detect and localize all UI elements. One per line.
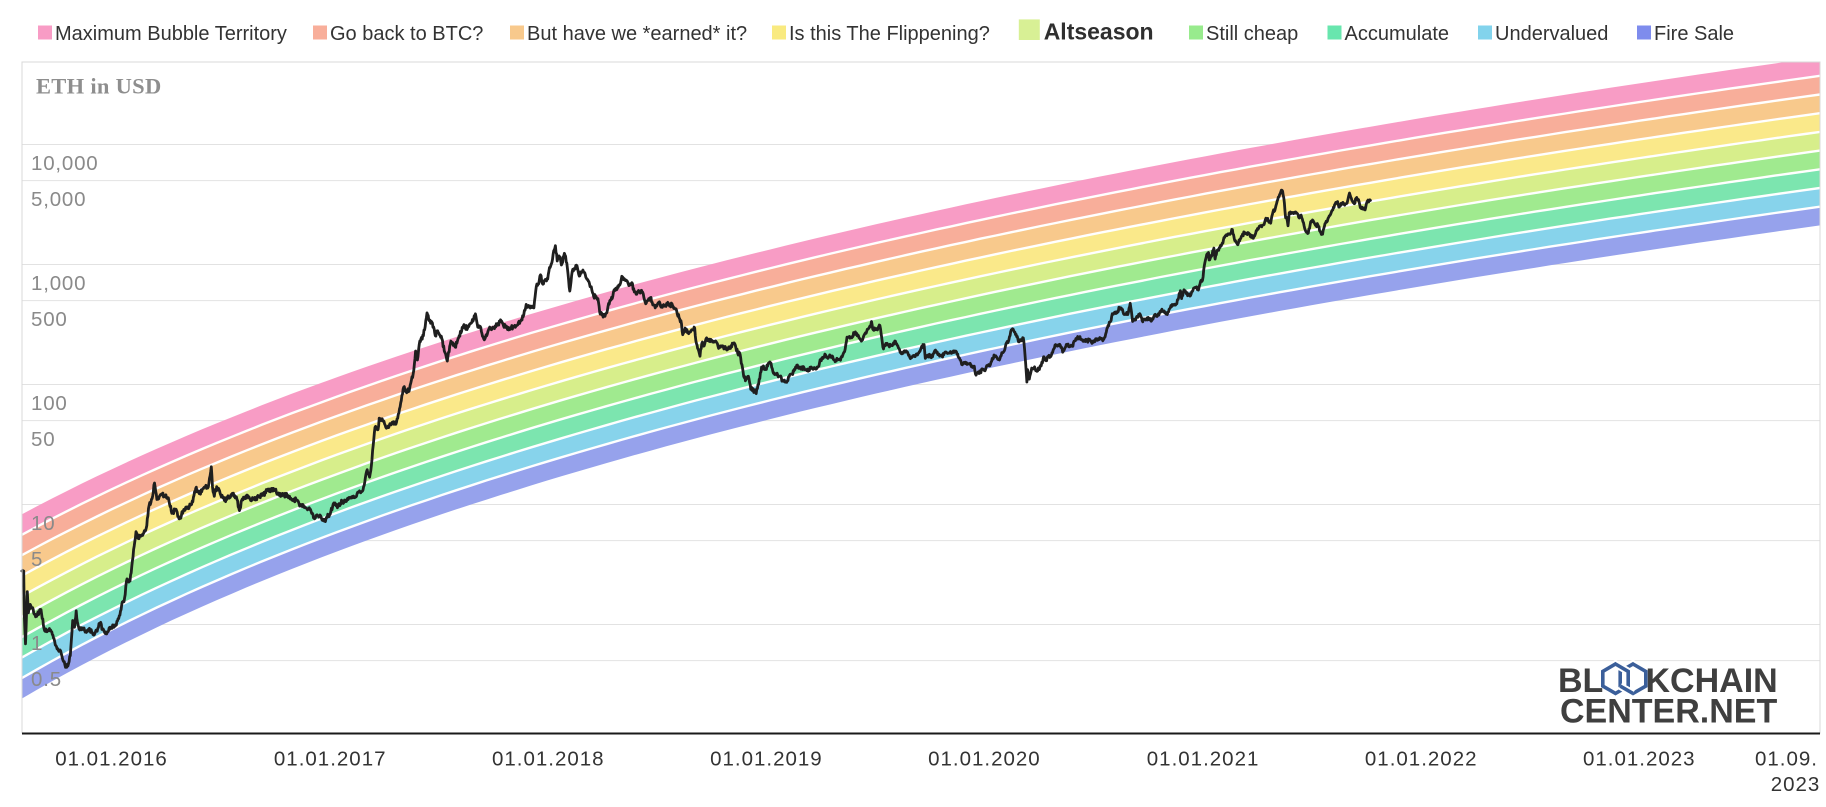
svg-text:10,000: 10,000 xyxy=(31,152,99,175)
svg-text:1: 1 xyxy=(31,632,43,655)
svg-text:01.01.2019: 01.01.2019 xyxy=(710,748,823,771)
svg-text:50: 50 xyxy=(31,428,55,451)
svg-text:But have we *earned* it?: But have we *earned* it? xyxy=(527,23,747,45)
svg-text:Altseason: Altseason xyxy=(1044,19,1154,45)
svg-text:ETH in USD: ETH in USD xyxy=(36,74,162,99)
svg-text:Maximum Bubble Territory: Maximum Bubble Territory xyxy=(55,23,287,45)
svg-text:BL: BL xyxy=(1558,662,1603,700)
svg-text:01.01.2017: 01.01.2017 xyxy=(274,748,387,771)
svg-text:Accumulate: Accumulate xyxy=(1345,23,1450,45)
svg-text:Still cheap: Still cheap xyxy=(1206,23,1298,45)
svg-text:CENTER.NET: CENTER.NET xyxy=(1560,693,1777,731)
svg-text:10: 10 xyxy=(31,512,55,535)
svg-text:Go back to BTC?: Go back to BTC? xyxy=(330,23,483,45)
svg-text:01.01.2018: 01.01.2018 xyxy=(492,748,605,771)
svg-text:KCHAIN: KCHAIN xyxy=(1646,662,1778,700)
svg-text:500: 500 xyxy=(31,308,68,331)
svg-text:100: 100 xyxy=(31,392,68,415)
svg-text:01.09.: 01.09. xyxy=(1755,748,1818,771)
svg-text:01.01.2023: 01.01.2023 xyxy=(1583,748,1696,771)
svg-text:01.01.2022: 01.01.2022 xyxy=(1365,748,1478,771)
svg-text:01.01.2020: 01.01.2020 xyxy=(928,748,1041,771)
svg-text:5,000: 5,000 xyxy=(31,188,86,211)
svg-text:Fire Sale: Fire Sale xyxy=(1654,23,1734,45)
svg-text:1,000: 1,000 xyxy=(31,272,86,295)
svg-text:01.01.2016: 01.01.2016 xyxy=(55,748,168,771)
svg-text:0.5: 0.5 xyxy=(31,668,62,691)
svg-text:Undervalued: Undervalued xyxy=(1495,23,1608,45)
svg-text:Is this The Flippening?: Is this The Flippening? xyxy=(789,23,990,45)
svg-text:01.01.2021: 01.01.2021 xyxy=(1147,748,1260,771)
svg-text:2023: 2023 xyxy=(1771,773,1821,796)
svg-text:5: 5 xyxy=(31,548,43,571)
